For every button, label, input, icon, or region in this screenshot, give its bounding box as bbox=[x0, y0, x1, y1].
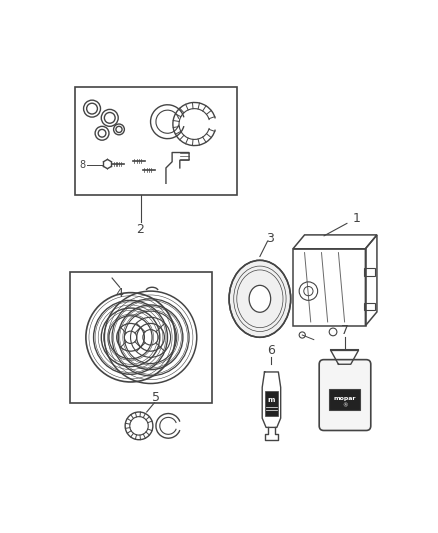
Text: 6: 6 bbox=[268, 344, 276, 357]
Bar bbox=[70, 272, 212, 403]
Bar bbox=[364, 303, 374, 310]
FancyBboxPatch shape bbox=[319, 360, 371, 431]
Bar bbox=[329, 389, 360, 410]
Text: 3: 3 bbox=[266, 232, 274, 245]
Bar bbox=[75, 87, 237, 195]
Text: 8: 8 bbox=[80, 160, 86, 170]
Text: 1: 1 bbox=[324, 212, 360, 236]
Text: 7: 7 bbox=[341, 324, 349, 337]
Bar bbox=[364, 268, 374, 276]
Text: mopar: mopar bbox=[333, 397, 356, 401]
Text: m: m bbox=[268, 398, 275, 403]
Bar bbox=[265, 391, 279, 416]
Text: 5: 5 bbox=[152, 391, 160, 404]
Text: 4: 4 bbox=[116, 287, 124, 300]
Bar bbox=[293, 249, 366, 326]
Text: 2: 2 bbox=[137, 223, 145, 236]
Ellipse shape bbox=[229, 260, 291, 337]
Text: ®: ® bbox=[342, 403, 347, 408]
Ellipse shape bbox=[249, 285, 271, 312]
